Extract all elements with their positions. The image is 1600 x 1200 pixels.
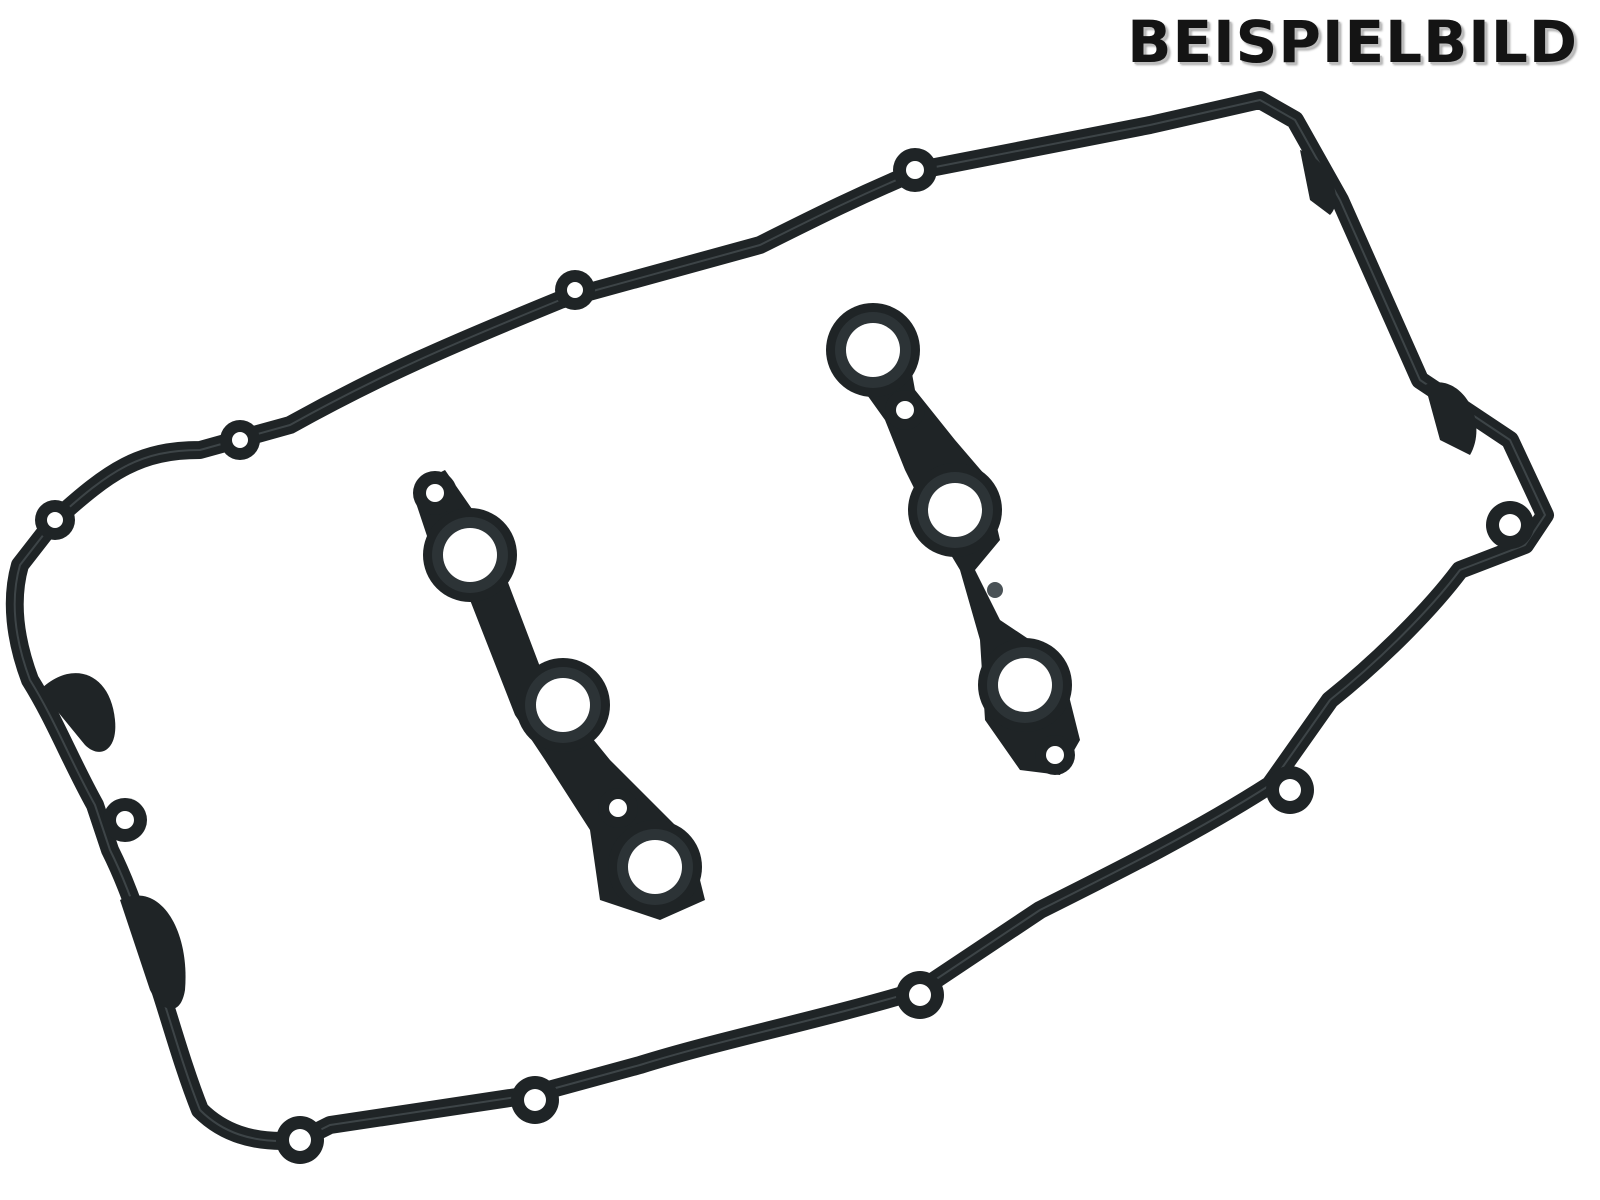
gasket-tab-right	[1425, 382, 1477, 455]
watermark-text: BEISPIELBILD	[1127, 8, 1578, 76]
gasket-tab-top-right	[1300, 150, 1336, 215]
gasket-tab-left	[40, 673, 116, 752]
gasket-tab-left-lower	[120, 895, 186, 1009]
spark-plug-seal-left	[413, 470, 705, 920]
gasket-inner-ridge	[13, 99, 1546, 1142]
spark-plug-seal-right	[826, 303, 1080, 775]
valve-cover-gasket	[5, 91, 1554, 1164]
bolt-holes	[47, 161, 1521, 1151]
gasket-outline	[5, 91, 1554, 1150]
bolt-lugs	[35, 148, 1534, 1164]
